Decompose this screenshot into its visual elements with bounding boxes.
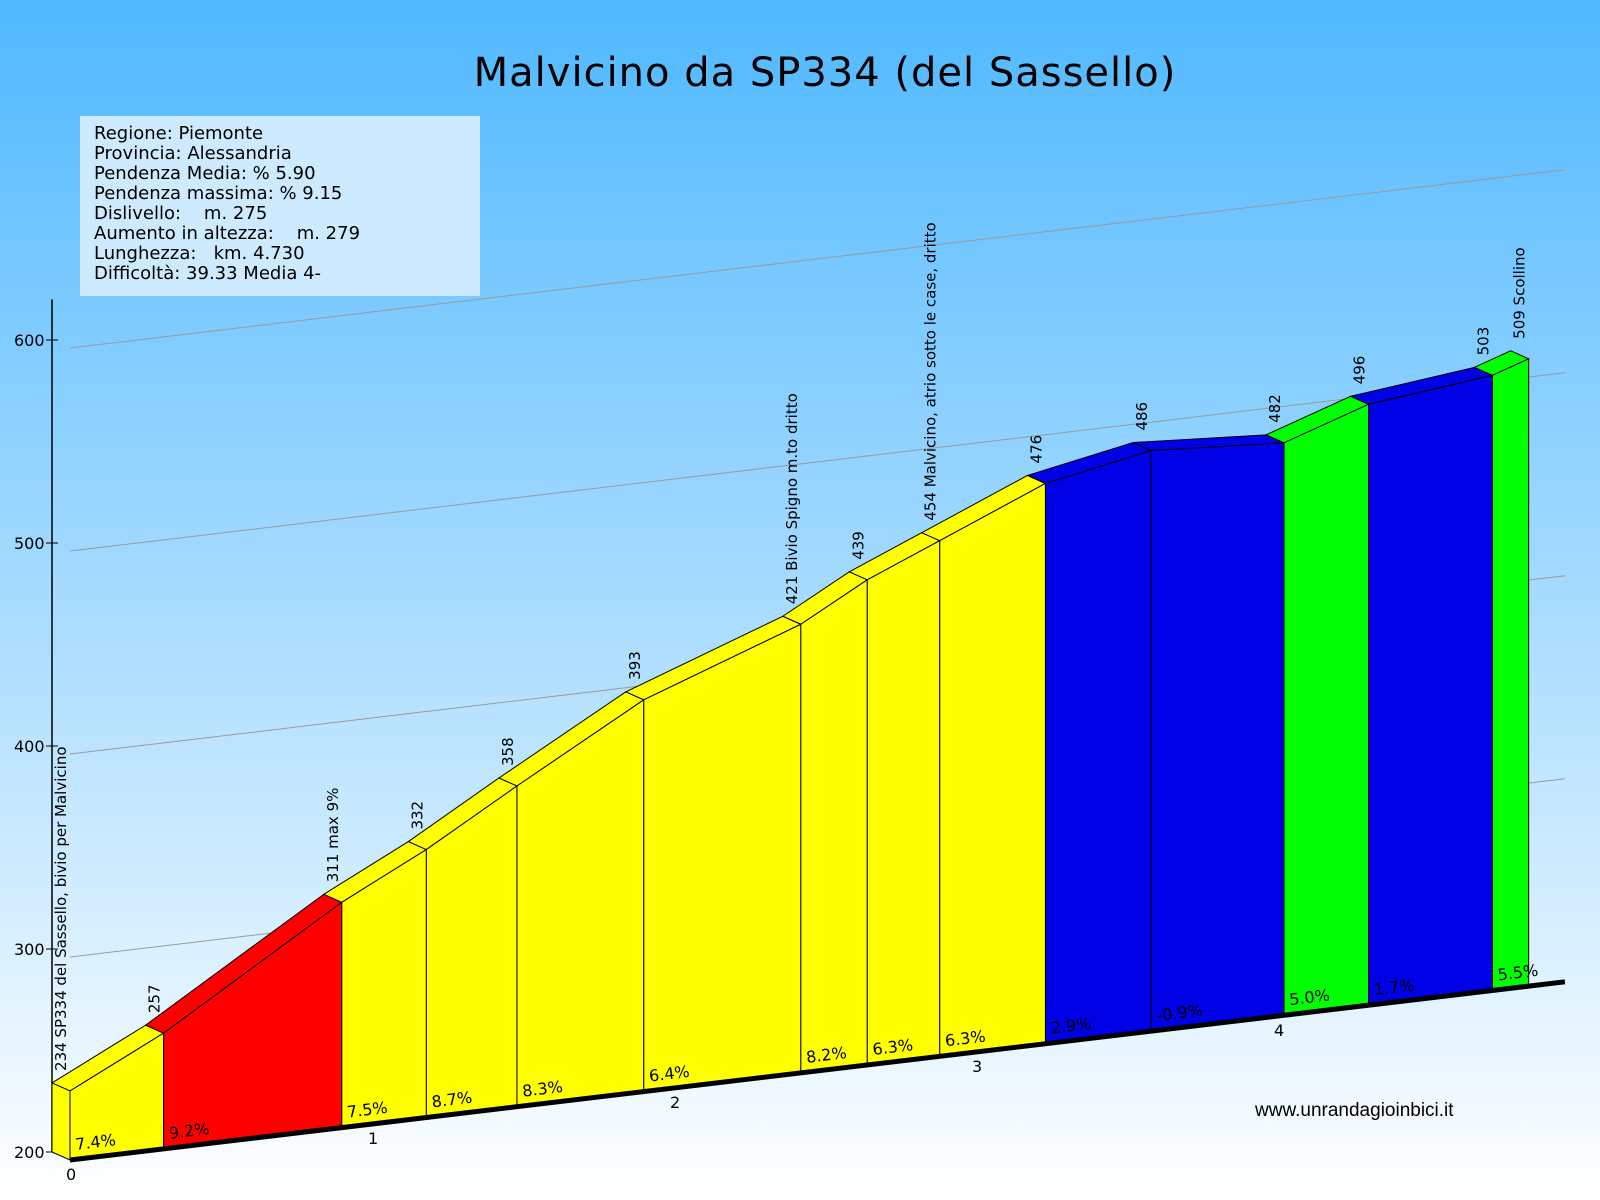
baseline-road	[69, 979, 1566, 1163]
elevation-label-10: 486	[1133, 402, 1151, 431]
grade-label-4: 8.3%	[521, 1077, 564, 1101]
y-tick-label-400: 400	[14, 737, 45, 756]
elevation-label-0: 234 SP334 del Sassello, bivio per Malvic…	[52, 746, 70, 1070]
info-line-lunghezza: Lunghezza: km. 4.730	[94, 243, 305, 264]
x-tick-label-4: 4	[1274, 1021, 1284, 1040]
segment-face-7	[866, 539, 941, 1066]
elevation-label-13: 503	[1474, 327, 1492, 356]
segment-face-5	[643, 623, 802, 1093]
segment-face-6	[800, 578, 868, 1074]
y-tick-label-600: 600	[14, 331, 45, 350]
grade-label-12: 1.7%	[1373, 975, 1416, 999]
elevation-label-11: 482	[1266, 394, 1284, 423]
elevation-label-14: 509 Scollino	[1511, 247, 1529, 339]
grid-line-600	[69, 169, 1565, 349]
elevation-label-12: 496	[1351, 356, 1369, 385]
x-tick-label-3: 3	[972, 1057, 982, 1076]
info-box: Regione: Piemonte Provincia: Alessandria…	[80, 116, 480, 296]
elevation-label-9: 476	[1027, 435, 1045, 464]
elevation-label-6: 421 Bivio Spigno m.to dritto	[783, 393, 801, 604]
info-line-dislivello: Dislivello: m. 275	[94, 203, 268, 224]
info-line-aumento: Aumento in altezza: m. 279	[94, 223, 361, 244]
x-tick-label-0: 0	[66, 1165, 76, 1184]
elevation-label-5: 393	[626, 651, 644, 680]
grade-label-7: 6.3%	[871, 1035, 914, 1059]
chart-title: Malvicino da SP334 (del Sassello)	[473, 50, 1177, 96]
info-line-difficolta: Difficoltà: 39.33 Media 4-	[94, 263, 322, 284]
info-line-pendenza-massima: Pendenza massima: % 9.15	[94, 183, 343, 204]
website-credit: www.unrandagioinbici.it	[1255, 1100, 1454, 1121]
grid-line-500	[69, 372, 1565, 552]
segment-face-8	[939, 482, 1046, 1057]
info-line-provincia: Provincia: Alessandria	[94, 143, 292, 164]
x-tick-label-2: 2	[670, 1093, 680, 1112]
y-tick-label-200: 200	[14, 1143, 45, 1162]
grade-label-5: 6.4%	[648, 1062, 691, 1086]
segment-face-12	[1368, 374, 1493, 1006]
elevation-label-2: 311 max 9%	[324, 788, 342, 883]
grade-label-6: 8.2%	[805, 1043, 848, 1067]
grade-label-0: 7.4%	[74, 1130, 117, 1154]
elevation-label-7: 439	[849, 531, 867, 560]
segment-face-13	[1491, 358, 1530, 992]
y-tick-label-500: 500	[14, 534, 45, 553]
elevation-label-8: 454 Malvicino, atrio sotto le case, drit…	[922, 222, 940, 520]
segment-face-9	[1044, 449, 1152, 1045]
grade-label-11: 5.0%	[1288, 985, 1331, 1009]
segment-face-10	[1150, 442, 1285, 1032]
grade-label-3: 8.7%	[431, 1088, 474, 1112]
grade-label-2: 7.5%	[346, 1098, 389, 1122]
elevation-label-1: 257	[146, 984, 164, 1013]
grade-label-9: 2.9%	[1050, 1014, 1093, 1038]
y-tick-label-300: 300	[14, 940, 45, 959]
segment-start-side	[51, 1082, 71, 1161]
grade-label-13: 5.5%	[1497, 961, 1540, 985]
segment-face-11	[1283, 403, 1370, 1016]
grade-label-8: 6.3%	[944, 1026, 987, 1050]
info-line-pendenza-media: Pendenza Media: % 5.90	[94, 163, 316, 184]
elevation-label-4: 358	[499, 737, 517, 766]
grade-label-1: 9.2%	[168, 1119, 211, 1143]
info-line-regione: Regione: Piemonte	[94, 123, 264, 144]
x-tick-label-1: 1	[368, 1129, 378, 1148]
elevation-label-3: 332	[408, 801, 426, 830]
